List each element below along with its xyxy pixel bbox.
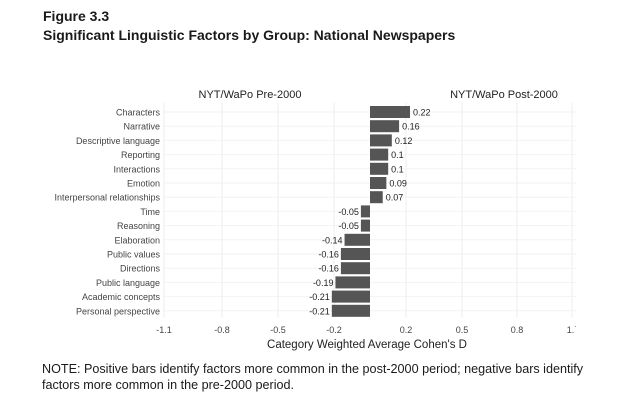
category-label: Reasoning [117,221,160,231]
x-axis-label: Category Weighted Average Cohen's D [267,339,467,351]
x-tick-label: -0.5 [270,325,286,335]
value-label: -0.19 [313,278,334,288]
value-label: 0.09 [389,179,407,189]
x-tick-label: 0.8 [511,325,524,335]
value-label: 0.1 [391,150,404,160]
value-label: 0.07 [386,193,404,203]
category-label: Elaboration [114,235,160,245]
x-tick-label: -0.8 [214,325,230,335]
category-label: Interactions [113,164,160,174]
category-label: Characters [116,108,161,118]
bar [370,148,389,161]
value-label: -0.14 [322,235,343,245]
bar [335,276,370,289]
category-label: Public values [107,250,161,260]
bar [370,106,410,118]
panel-label-post: NYT/WaPo Post-2000 [450,89,558,101]
value-label: -0.16 [318,264,339,274]
bar [360,205,370,218]
figure-label: Figure 3.3 [43,8,110,24]
x-tick-label: 1.˙ [567,325,578,335]
figure-title: Significant Linguistic Factors by Group:… [43,27,456,43]
bar [360,219,370,232]
category-label: Interpersonal relationships [54,193,160,203]
value-label: 0.22 [413,108,431,118]
value-label: -0.16 [318,250,339,260]
bar [370,191,383,204]
value-label: -0.05 [338,207,359,217]
bar [370,177,387,189]
category-label: Personal perspective [76,306,160,316]
x-tick-label: 0.2 [400,325,413,335]
value-label: 0.12 [395,136,413,146]
bar [370,120,400,133]
panel-label-pre: NYT/WaPo Pre-2000 [199,89,302,101]
bar [370,162,389,175]
x-tick-label: 0.5 [456,325,469,335]
category-label: Narrative [123,122,160,132]
bar [370,134,392,147]
bar [340,262,370,275]
value-label: -0.21 [309,306,330,316]
bar [331,290,370,303]
category-label: Directions [120,264,161,274]
x-tick-label: -0.2 [326,325,342,335]
bar [340,248,370,260]
value-label: -0.05 [338,221,359,231]
value-label: -0.21 [309,292,330,302]
x-tick-label: -1.1 [156,325,172,335]
category-label: Emotion [127,179,160,189]
figure-note: NOTE: Positive bars identify factors mor… [42,362,584,392]
category-label: Public language [96,278,160,288]
category-label: Descriptive language [76,136,160,146]
category-label: Academic concepts [82,292,161,302]
bar [331,304,370,317]
bar [344,233,370,246]
category-label: Time [140,207,160,217]
category-label: Reporting [121,150,160,160]
value-label: 0.16 [402,122,420,132]
value-label: 0.1 [391,164,404,174]
